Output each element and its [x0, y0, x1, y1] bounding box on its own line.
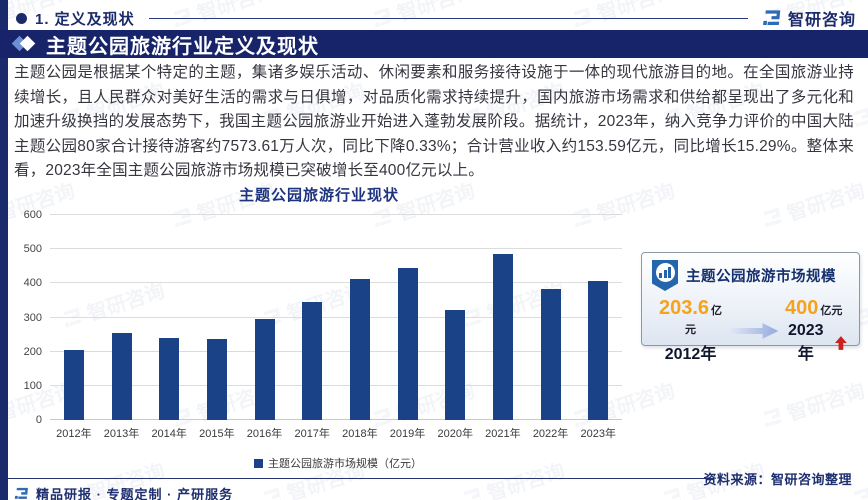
- stat-to: 400 亿元 2023年: [780, 297, 847, 364]
- x-axis-label-2018年: 2018年: [342, 428, 378, 440]
- gridline-400: [50, 282, 622, 284]
- source-note: 资料来源：智研咨询整理: [703, 472, 852, 487]
- services-note: 精品研报 · 专题定制 · 产研服务: [14, 484, 233, 500]
- gridline-300: [50, 316, 622, 318]
- infobox-body: 203.6 亿元 2012年 400 亿元 2023年: [642, 291, 859, 364]
- bar-slot: [98, 215, 146, 420]
- section-title: 1. 定义及现状: [35, 10, 135, 28]
- bar-slot: [145, 215, 193, 420]
- bar-2014年: [159, 338, 180, 420]
- infobox-title: 主题公园旅游市场规模: [686, 269, 836, 285]
- bar-2019年: [397, 267, 418, 420]
- header-divider: [148, 17, 748, 19]
- body-paragraph: 主题公园是根据某个特定的主题，集诸多娱乐活动、休闲要素和服务接待设施于一体的现代…: [14, 64, 854, 180]
- gridline-200: [50, 350, 622, 352]
- gridline-500: [50, 248, 622, 250]
- x-axis-label-2013年: 2013年: [103, 428, 140, 440]
- double-diamond-icon: [11, 35, 38, 52]
- legend-swatch: [254, 458, 263, 468]
- title-bar: 主题公园旅游行业定义及现状: [0, 30, 868, 58]
- brand-logo: 智研咨询: [762, 6, 856, 30]
- badge-chart-icon: [652, 260, 678, 291]
- bar-2022年: [540, 289, 561, 420]
- page-title: 主题公园旅游行业定义及现状: [46, 35, 319, 58]
- bar-2017年: [302, 302, 323, 420]
- bar-2015年: [206, 339, 227, 420]
- bar-slot: [479, 215, 527, 420]
- x-axis-label-2020年: 2020年: [437, 428, 473, 440]
- x-axis-label-2023年: 2023年: [580, 428, 616, 440]
- bar-2013年: [111, 332, 132, 420]
- bar-slot: [574, 215, 622, 420]
- bar-slot: [193, 215, 241, 420]
- chart-legend: 主题公园旅游市场规模（亿元）: [50, 455, 626, 471]
- stat-from: 203.6 亿元 2012年: [654, 297, 727, 364]
- x-axis-label-2021年: 2021年: [485, 428, 521, 440]
- gridline-0: [50, 419, 622, 420]
- gridline-100: [50, 384, 622, 386]
- y-axis-label-200: 200: [23, 345, 42, 358]
- footer-divider: [8, 478, 714, 479]
- x-axis-label-2022年: 2022年: [532, 428, 569, 440]
- y-axis-label-100: 100: [23, 379, 42, 392]
- bar-slot: [527, 215, 575, 420]
- x-axis-label-2019年: 2019年: [389, 428, 426, 440]
- trend-arrow-icon: [729, 322, 779, 339]
- brand-name: 智研咨询: [787, 12, 856, 29]
- market-size-infobox: 主题公园旅游市场规模 203.6 亿元 2012年 400 亿元: [641, 252, 860, 363]
- bar-slot: [50, 215, 98, 420]
- footer-logo-icon: [14, 487, 28, 499]
- stat-to-unit: 亿元: [820, 305, 843, 317]
- infobox-header: 主题公园旅游市场规模: [642, 253, 859, 291]
- y-axis-label-500: 500: [23, 243, 42, 256]
- bullet-icon: [16, 12, 27, 24]
- bar-2021年: [492, 254, 513, 420]
- bar-slot: [431, 215, 479, 420]
- y-axis-label-600: 600: [23, 209, 42, 221]
- gridline-600: [50, 214, 622, 215]
- bar-2018年: [349, 278, 370, 420]
- legend-label: 主题公园旅游市场规模（亿元）: [268, 458, 422, 470]
- bar-slot: [241, 215, 289, 420]
- bar-2023年: [588, 280, 609, 420]
- stat-from-year: 2012年: [664, 346, 717, 363]
- x-axis-label-2014年: 2014年: [151, 428, 187, 440]
- stat-from-unit: 亿元: [685, 305, 723, 336]
- y-axis-label-0: 0: [35, 414, 42, 426]
- chart-title: 主题公园旅游行业现状: [238, 187, 399, 204]
- bar-2020年: [445, 309, 466, 420]
- stat-to-year: 2023年: [780, 322, 847, 364]
- x-axis-label-2016年: 2016年: [246, 428, 283, 440]
- services-label: 精品研报 · 专题定制 · 产研服务: [36, 487, 234, 500]
- chart-plot-area: 0 100 200 300 400 500 600: [24, 209, 622, 426]
- top-header: 1. 定义及现状 智研咨询: [16, 6, 856, 30]
- y-axis-label-300: 300: [23, 311, 42, 324]
- x-axis-labels: 2012年 2013年 2014年 2015年 2016年 2017年 2018年 2019年…: [50, 425, 622, 441]
- bar-slot: [288, 215, 336, 420]
- bar-slot: [384, 215, 432, 420]
- y-axis-label-400: 400: [23, 277, 42, 290]
- stat-to-value: 400: [784, 297, 819, 319]
- bar-2016年: [254, 318, 275, 420]
- left-accent-stripe: [0, 0, 8, 500]
- x-axis-label-2012年: 2012年: [56, 428, 92, 440]
- brand-logo-icon: [763, 9, 781, 25]
- x-axis-label-2015年: 2015年: [199, 428, 235, 440]
- bar-slot: [336, 215, 384, 420]
- bars-container: [50, 215, 622, 420]
- x-axis-label-2017年: 2017年: [294, 428, 330, 440]
- bar-chart: 主题公园旅游行业现状 0 100 200 300 400 500 600 2012年 2013…: [12, 184, 626, 471]
- bar-2012年: [63, 350, 84, 420]
- up-arrow-icon: [835, 336, 847, 350]
- stat-from-value: 203.6: [658, 297, 710, 319]
